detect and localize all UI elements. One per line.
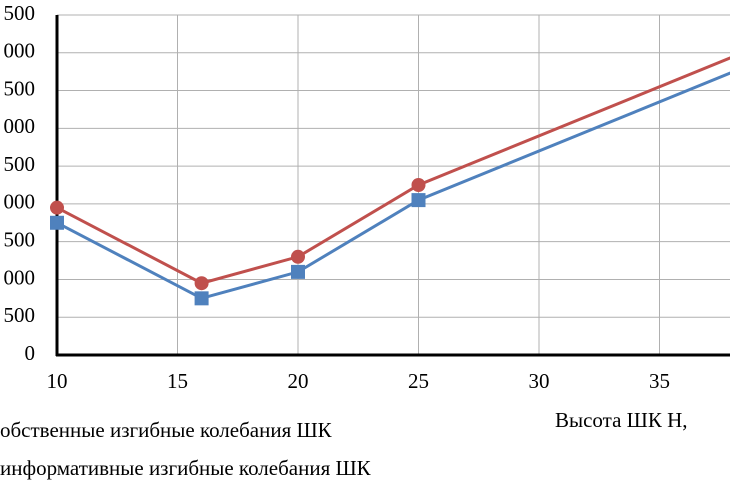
x-tick-label: 35 [649, 369, 670, 393]
marker [194, 276, 209, 291]
y-tick-label: 500 [4, 227, 36, 251]
y-tick-label: 500 [4, 76, 36, 100]
y-tick-label: 500 [4, 1, 36, 25]
marker [411, 178, 426, 192]
y-tick-label: 000 [4, 39, 36, 63]
x-tick-label: 15 [167, 369, 188, 393]
y-tick-label: 000 [4, 190, 36, 214]
series-line [56, 56, 730, 285]
y-tick-label: 000 [4, 114, 36, 138]
marker [291, 249, 305, 264]
marker [194, 291, 209, 306]
x-tick-label: 10 [47, 369, 68, 393]
y-tick-label: 0 [25, 341, 36, 365]
x-tick-label: 20 [288, 369, 309, 393]
x-tick-label: 25 [408, 369, 429, 393]
y-tick-label: 500 [4, 303, 36, 327]
marker [291, 264, 305, 279]
x-axis-title: Высота ШК Н, [555, 408, 688, 432]
marker [411, 193, 426, 208]
marker [50, 215, 64, 230]
marker [50, 200, 64, 215]
x-tick-label: 30 [529, 369, 550, 393]
y-tick-label: 500 [4, 152, 36, 176]
legend-label: информативные изгибные колебания ШК [0, 456, 372, 480]
legend-label: обственные изгибные колебания ШК [0, 418, 333, 442]
y-tick-label: 000 [4, 265, 36, 289]
